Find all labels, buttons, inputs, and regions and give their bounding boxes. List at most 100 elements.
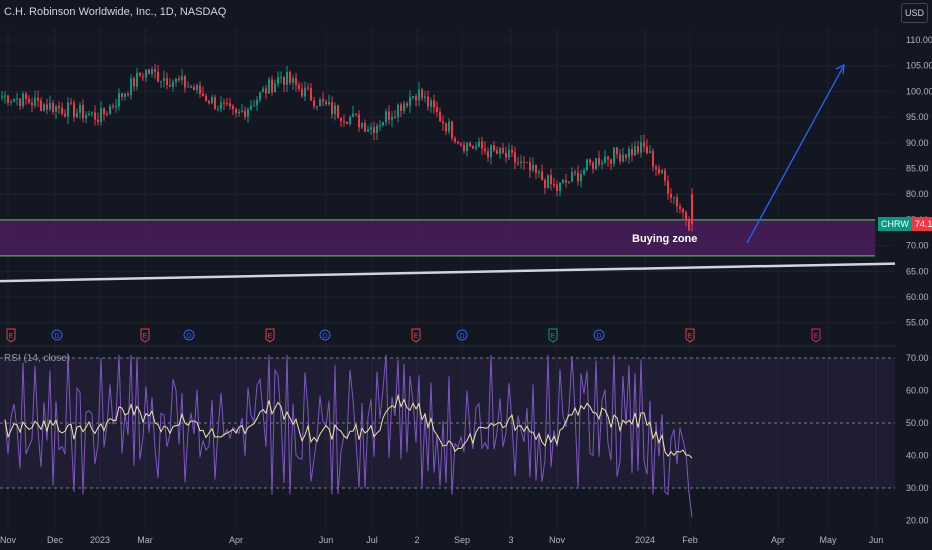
candle-body: [148, 69, 150, 74]
candle-body: [691, 194, 693, 225]
candle-body: [439, 111, 441, 122]
candle-body: [301, 88, 303, 97]
candle-body: [487, 151, 489, 158]
candle-body: [73, 102, 75, 118]
candle-body: [373, 127, 375, 133]
candles-group: [1, 63, 693, 232]
candle-body: [190, 86, 192, 88]
candle-body: [619, 154, 621, 162]
earnings-marker-icon: [265, 328, 275, 343]
candle-body: [541, 171, 543, 180]
candle-body: [55, 106, 57, 113]
candle-body: [205, 95, 207, 101]
candle-body: [322, 99, 324, 102]
candle-body: [298, 84, 300, 89]
candle-body: [628, 149, 630, 158]
candle-body: [571, 172, 573, 182]
candle-body: [187, 86, 189, 88]
candle-body: [532, 164, 534, 171]
support-trendline: [0, 262, 896, 283]
candle-body: [637, 146, 639, 153]
candle-body: [610, 159, 612, 164]
candle-body: [649, 151, 651, 154]
currency-button[interactable]: USD: [901, 3, 928, 23]
event-marker-letter: E: [551, 333, 556, 340]
candle-body: [58, 106, 60, 108]
candle-body: [640, 142, 642, 153]
candle-body: [19, 98, 21, 107]
event-marker-letter: E: [9, 333, 14, 340]
candle-body: [277, 77, 279, 84]
last-price-tag: CHRW 74.13: [878, 217, 932, 231]
price-tick-label: 100.00: [906, 86, 932, 96]
candle-body: [220, 102, 222, 109]
event-marker-letter: E: [143, 333, 148, 340]
candle-body: [397, 104, 399, 118]
candle-body: [199, 85, 201, 94]
rsi-tick-label: 70.00: [906, 353, 929, 363]
dividend-marker-icon: [183, 329, 195, 341]
candle-body: [448, 121, 450, 132]
candle-body: [325, 101, 327, 105]
time-tick-label: Dec: [47, 535, 64, 545]
candle-body: [283, 76, 285, 85]
candle-body: [673, 197, 675, 199]
candle-body: [481, 141, 483, 149]
candle-body: [130, 78, 132, 96]
candle-body: [145, 69, 147, 78]
time-tick-label: 2023: [90, 535, 110, 545]
candle-body: [97, 119, 99, 123]
candle-body: [631, 149, 633, 156]
time-tick-label: 2: [414, 535, 419, 545]
candle-body: [493, 145, 495, 151]
candle-body: [13, 98, 15, 102]
price-tick-label: 85.00: [906, 164, 929, 174]
time-tick-label: Apr: [229, 535, 243, 545]
candle-body: [25, 93, 27, 100]
candle-body: [499, 148, 501, 154]
candle-body: [139, 72, 141, 77]
candle-body: [166, 78, 168, 86]
buying-zone-band: [0, 219, 875, 256]
candle-body: [553, 184, 555, 186]
candle-body: [457, 141, 459, 144]
candle-body: [436, 107, 438, 112]
candle-body: [568, 181, 570, 183]
projection-arrow: [746, 66, 844, 244]
candle-body: [475, 146, 477, 149]
candle-body: [178, 78, 180, 81]
candle-body: [193, 86, 195, 90]
candle-body: [244, 110, 246, 117]
price-tick-label: 105.00: [906, 61, 932, 71]
candle-body: [340, 117, 342, 122]
candle-body: [88, 113, 90, 116]
candle-body: [37, 97, 39, 101]
candle-body: [103, 108, 105, 114]
candle-body: [556, 184, 558, 191]
candle-body: [94, 112, 96, 120]
rsi-tick-label: 30.00: [906, 483, 929, 493]
price-tick-label: 65.00: [906, 266, 929, 276]
candle-body: [463, 144, 465, 152]
candle-body: [490, 145, 492, 158]
candle-body: [124, 93, 126, 97]
candle-body: [91, 112, 93, 114]
candle-body: [346, 121, 348, 125]
candle-body: [328, 102, 330, 105]
candle-body: [412, 96, 414, 98]
candle-body: [52, 102, 54, 113]
event-marker-letter: E: [814, 333, 819, 340]
price-tick-label: 60.00: [906, 292, 929, 302]
candle-body: [613, 147, 615, 164]
candle-body: [508, 149, 510, 158]
dividend-marker-icon: [593, 329, 605, 341]
candle-body: [265, 88, 267, 94]
candle-body: [28, 99, 30, 103]
candle-body: [238, 112, 240, 114]
candle-body: [118, 93, 120, 107]
candle-body: [514, 152, 516, 163]
candle-body: [511, 149, 513, 153]
rsi-tick-label: 60.00: [906, 386, 929, 396]
time-tick-label: Jun: [319, 535, 334, 545]
